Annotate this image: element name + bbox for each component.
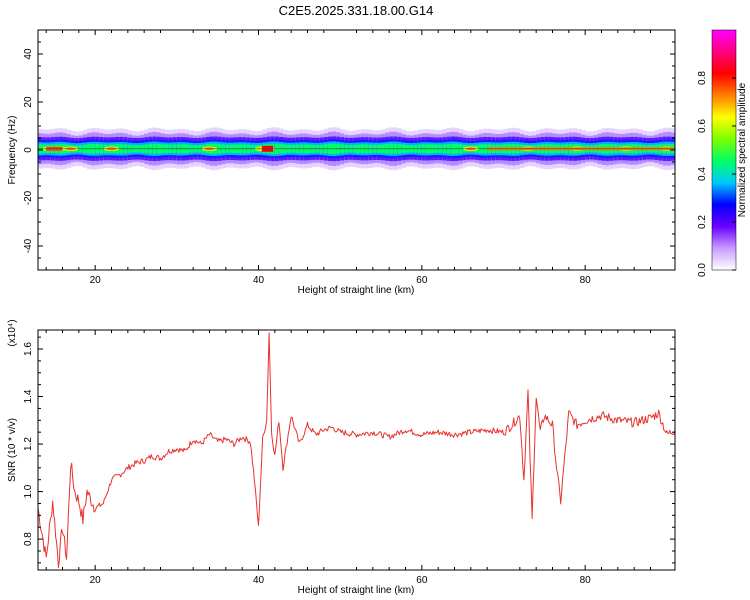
colorbar-gradient bbox=[711, 29, 737, 271]
snr-series-line bbox=[38, 332, 675, 568]
colorbar-label: Normalized spectral amplitude bbox=[737, 82, 748, 217]
spectrogram-x-label: Height of straight line (km) bbox=[298, 285, 415, 296]
bot-y-tick-label: 1.4 bbox=[23, 389, 34, 403]
spectral-band bbox=[38, 127, 675, 171]
bot-x-tick-label: 60 bbox=[416, 575, 428, 586]
bot-x-tick-label: 20 bbox=[90, 575, 102, 586]
snr-y-multiplier: (x10⁴) bbox=[7, 319, 18, 346]
spectrogram-y-label: Frequency (Hz) bbox=[7, 116, 18, 185]
top-x-tick-label: 40 bbox=[253, 275, 265, 286]
colorbar: 0.0 0.2 0.4 0.6 0.8 Normalized spectral ampl… bbox=[697, 29, 748, 277]
bot-y-tick-label: 1.6 bbox=[23, 342, 34, 356]
snr-y-label: SNR (10 * v/v) bbox=[7, 418, 18, 482]
colorbar-tick-label: 0.2 bbox=[697, 215, 708, 229]
colorbar-tick-label: 0.4 bbox=[697, 167, 708, 181]
top-x-tick-label: 60 bbox=[416, 275, 428, 286]
top-y-tick-label: 0 bbox=[23, 147, 34, 153]
colorbar-tick-label: 0.0 bbox=[697, 263, 708, 277]
bot-y-tick-label: 0.8 bbox=[23, 532, 34, 546]
top-y-tick-label: -40 bbox=[23, 238, 34, 253]
bot-y-tick-label: 1.0 bbox=[23, 484, 34, 498]
colorbar-tick-label: 0.6 bbox=[697, 119, 708, 133]
colorbar-tick-label: 0.8 bbox=[697, 71, 708, 85]
spectrogram-panel: 20 40 60 80 -40 -20 0 20 40 Height of straight … bbox=[7, 29, 676, 296]
top-x-tick-label: 80 bbox=[580, 275, 592, 286]
snr-panel: 20 40 60 80 0.8 1.0 1.2 1.4 1.6 Height of strai… bbox=[7, 319, 676, 596]
snr-x-label: Height of straight line (km) bbox=[298, 585, 415, 596]
top-y-tick-label: -20 bbox=[23, 190, 34, 205]
bot-x-tick-label: 80 bbox=[580, 575, 592, 586]
top-x-tick-label: 20 bbox=[90, 275, 102, 286]
top-y-tick-label: 40 bbox=[23, 48, 34, 60]
snr-frame bbox=[37, 329, 676, 571]
bot-y-tick-label: 1.2 bbox=[23, 437, 34, 451]
top-y-tick-label: 20 bbox=[23, 96, 34, 108]
bot-x-tick-label: 40 bbox=[253, 575, 265, 586]
figure-title: C2E5.2025.331.18.00.G14 bbox=[279, 3, 434, 18]
